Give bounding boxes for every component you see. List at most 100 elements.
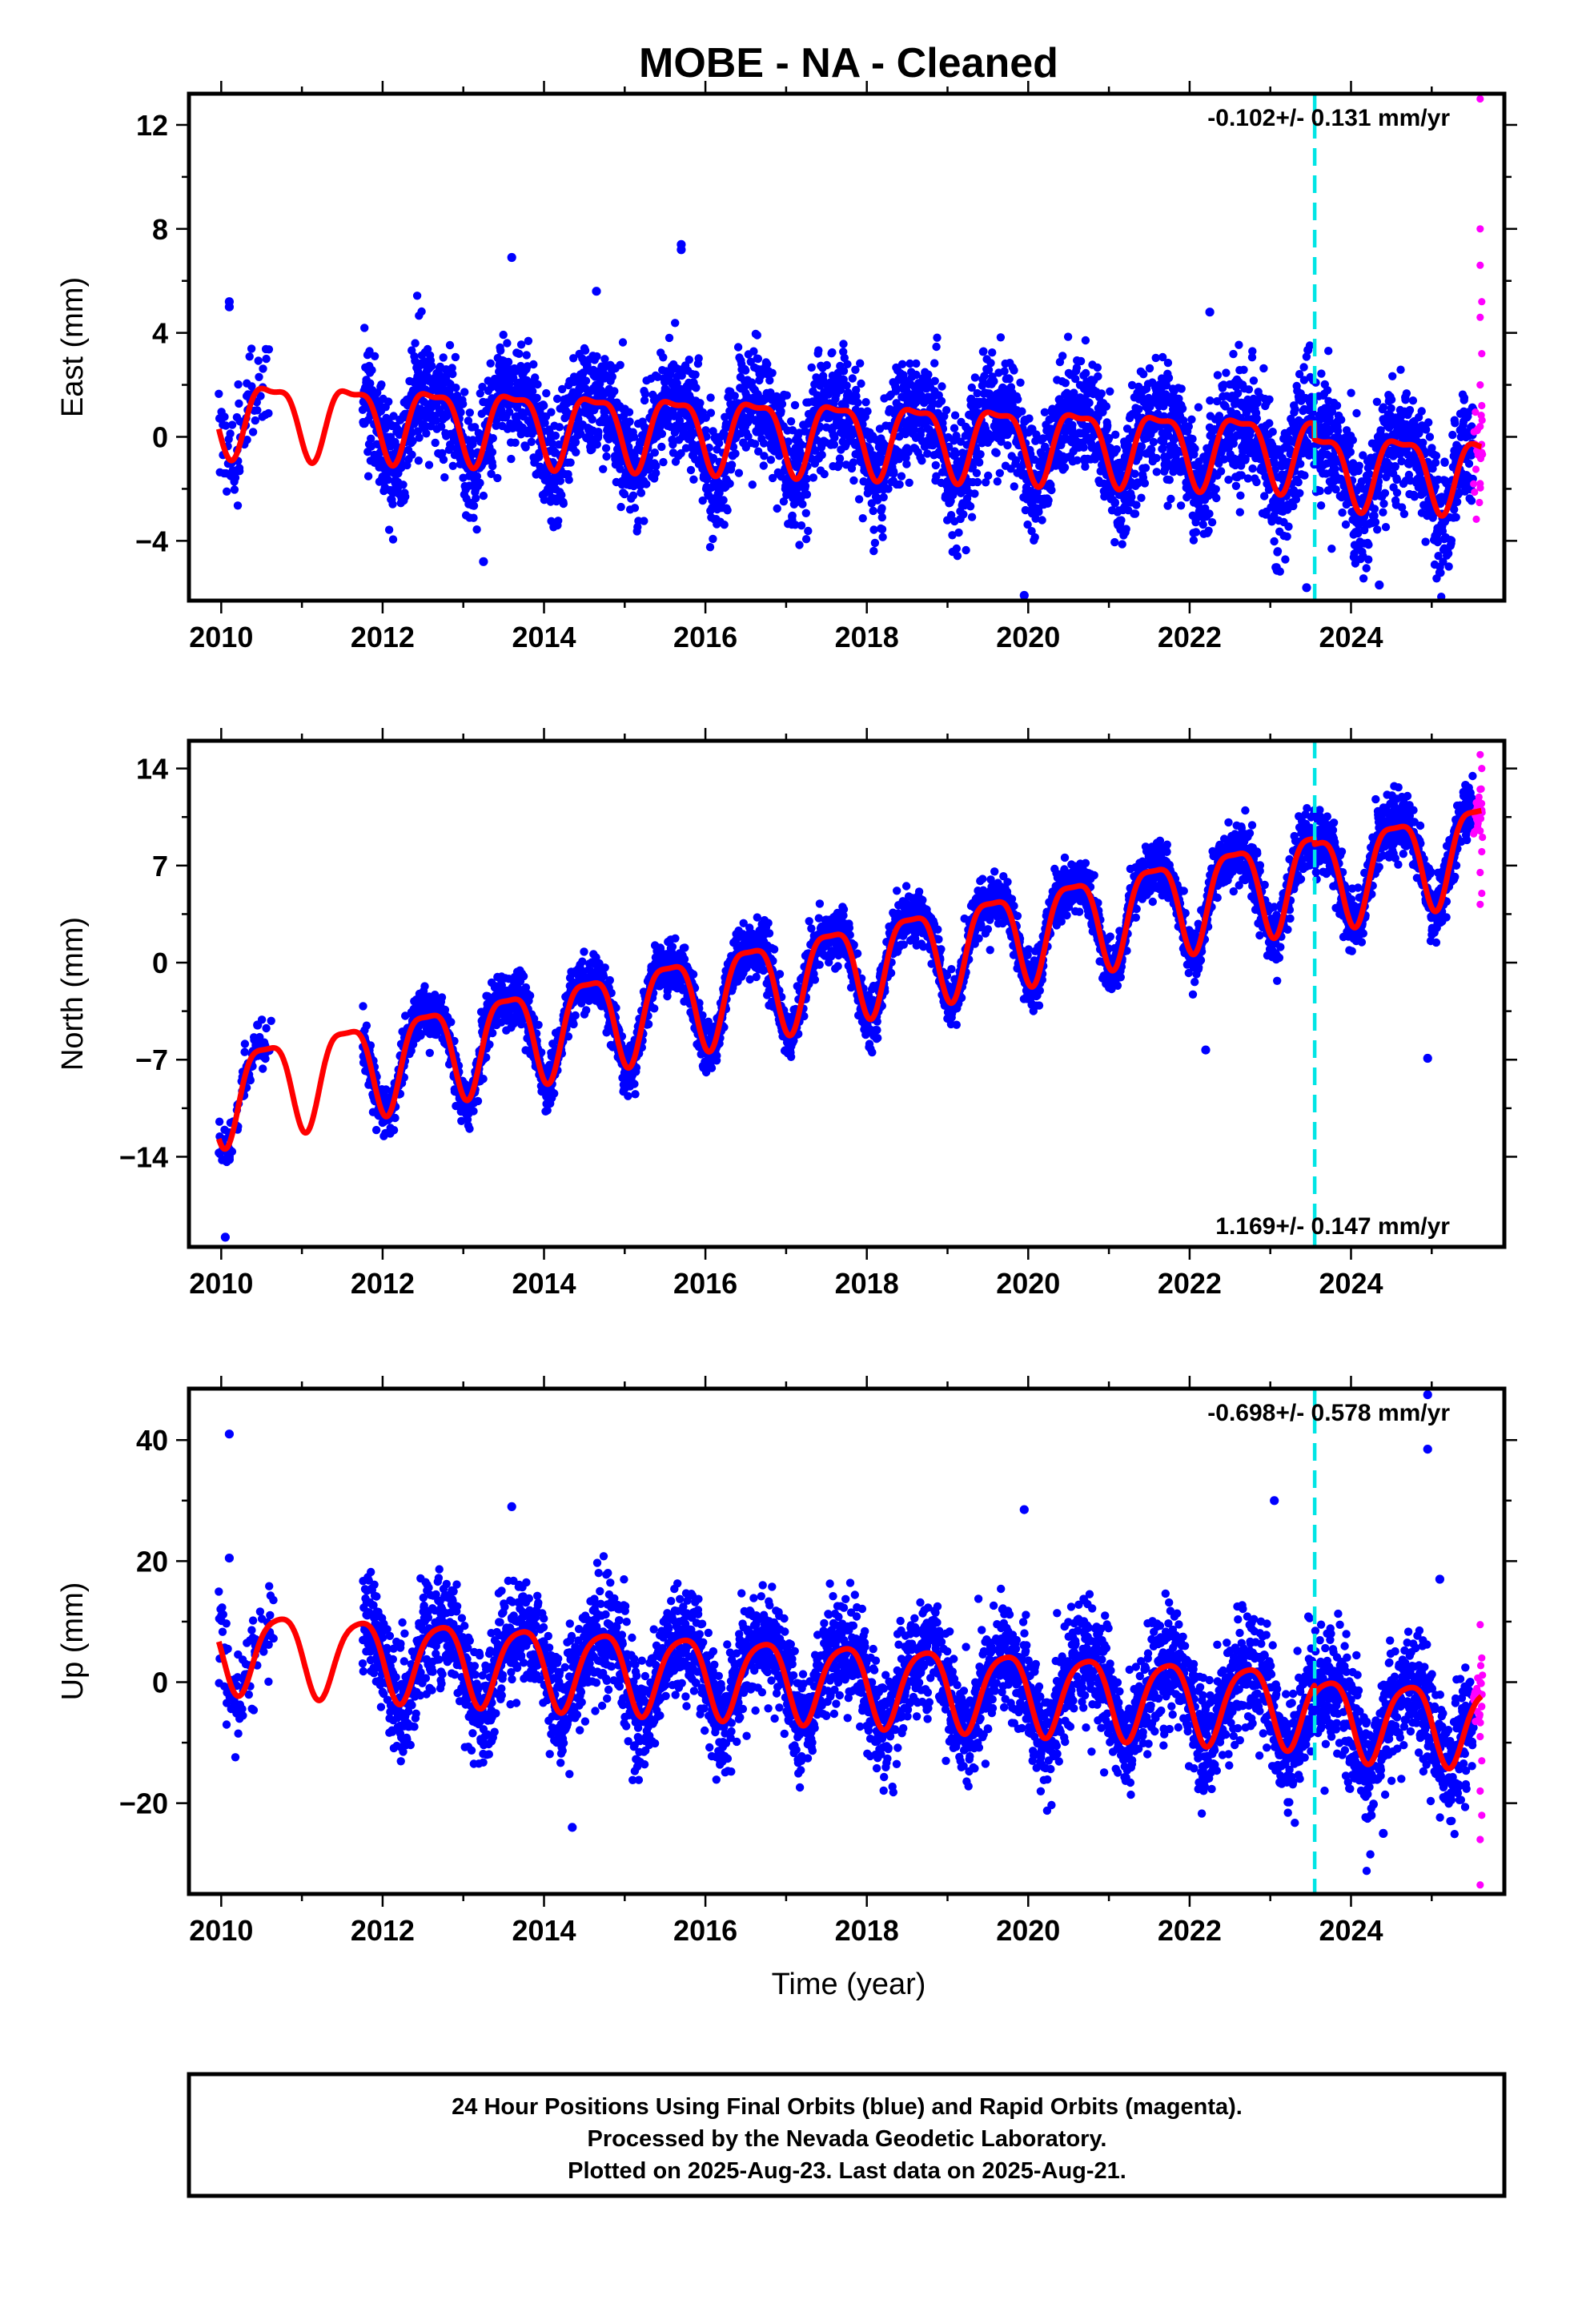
east-point xyxy=(1127,493,1136,501)
east-rapid-point xyxy=(1478,416,1486,424)
east-point xyxy=(1448,430,1457,440)
east-point xyxy=(445,340,455,350)
east-point xyxy=(995,468,1005,477)
east-point xyxy=(1047,485,1056,495)
east-outlier-point xyxy=(224,302,234,312)
east-y-tick-label: −4 xyxy=(135,525,168,557)
east-point xyxy=(1111,430,1120,439)
east-rapid-point xyxy=(1476,94,1484,103)
east-point xyxy=(795,541,804,549)
east-point xyxy=(689,475,698,484)
east-point xyxy=(1076,356,1086,366)
east-point xyxy=(798,500,807,509)
east-point xyxy=(942,406,951,415)
east-y-tick-label: 4 xyxy=(152,317,168,350)
east-point xyxy=(367,366,376,375)
east-point xyxy=(1447,536,1456,545)
east-point xyxy=(601,444,611,452)
east-point xyxy=(1421,537,1430,546)
east-rate-label: -0.102+/- 0.131 mm/yr xyxy=(1207,105,1450,131)
east-point xyxy=(600,355,609,364)
east-point xyxy=(1391,462,1400,471)
east-point xyxy=(924,370,933,379)
east-point xyxy=(753,354,763,364)
east-point xyxy=(1058,352,1067,360)
east-point xyxy=(488,434,497,443)
east-point xyxy=(1408,396,1418,405)
east-point xyxy=(705,543,715,552)
east-outlier-point xyxy=(1375,580,1384,590)
east-point xyxy=(527,437,536,446)
east-point xyxy=(686,465,696,475)
north-point xyxy=(371,1125,381,1135)
east-point xyxy=(1000,367,1009,376)
east-point xyxy=(264,345,274,354)
east-point xyxy=(516,340,526,349)
east-point xyxy=(1252,414,1262,423)
east-point xyxy=(1205,509,1214,518)
east-point xyxy=(633,522,642,532)
east-point xyxy=(1191,528,1201,537)
east-point xyxy=(1460,393,1469,402)
east-point xyxy=(744,432,753,441)
east-rapid-point xyxy=(1476,480,1484,488)
east-point xyxy=(1061,379,1070,388)
east-point xyxy=(470,423,480,432)
east-point xyxy=(879,493,888,502)
east-point xyxy=(1215,412,1224,420)
east-point xyxy=(542,388,551,398)
east-point xyxy=(618,338,628,347)
east-point xyxy=(414,456,423,465)
east-point xyxy=(401,493,410,501)
east-point xyxy=(1346,448,1355,456)
east-point xyxy=(1122,525,1130,533)
east-point xyxy=(616,360,624,369)
east-point xyxy=(431,438,440,448)
east-point xyxy=(1259,364,1268,373)
east-point xyxy=(552,394,562,404)
east-point xyxy=(1417,407,1426,416)
east-point xyxy=(472,472,482,480)
east-point xyxy=(1112,444,1122,454)
east-point xyxy=(1405,405,1415,415)
east-point xyxy=(629,432,639,441)
east-point xyxy=(255,372,263,381)
east-point xyxy=(1294,478,1303,487)
east-point xyxy=(451,352,460,362)
east-point xyxy=(723,506,732,515)
east-point xyxy=(1425,432,1435,441)
east-point xyxy=(804,526,813,536)
east-point xyxy=(1392,489,1402,497)
east-point xyxy=(861,398,870,407)
east-point xyxy=(428,361,436,371)
east-point xyxy=(363,472,373,480)
east-point xyxy=(1016,378,1025,387)
east-point xyxy=(1068,420,1077,429)
east-point xyxy=(594,428,603,436)
east-point xyxy=(452,384,460,392)
east-point xyxy=(677,371,686,380)
east-point xyxy=(1452,497,1462,506)
east-y-tick-label: 12 xyxy=(136,109,168,142)
east-point xyxy=(1348,436,1358,444)
east-point xyxy=(432,416,440,425)
east-point xyxy=(515,349,524,358)
east-point xyxy=(592,440,601,449)
east-point xyxy=(754,447,763,456)
east-rapid-point xyxy=(1470,480,1478,488)
east-point xyxy=(630,504,640,513)
east-point xyxy=(636,489,646,497)
east-point xyxy=(863,407,872,416)
east-point xyxy=(1341,520,1351,529)
east-point xyxy=(773,504,781,513)
east-point xyxy=(1239,365,1248,374)
east-point xyxy=(423,344,432,354)
east-point xyxy=(451,436,460,445)
east-point xyxy=(1387,404,1395,413)
east-point xyxy=(247,382,256,391)
north-point xyxy=(259,1064,267,1073)
east-point xyxy=(253,406,262,415)
east-point xyxy=(1347,388,1355,397)
east-point xyxy=(779,497,789,506)
east-point xyxy=(1097,389,1106,398)
